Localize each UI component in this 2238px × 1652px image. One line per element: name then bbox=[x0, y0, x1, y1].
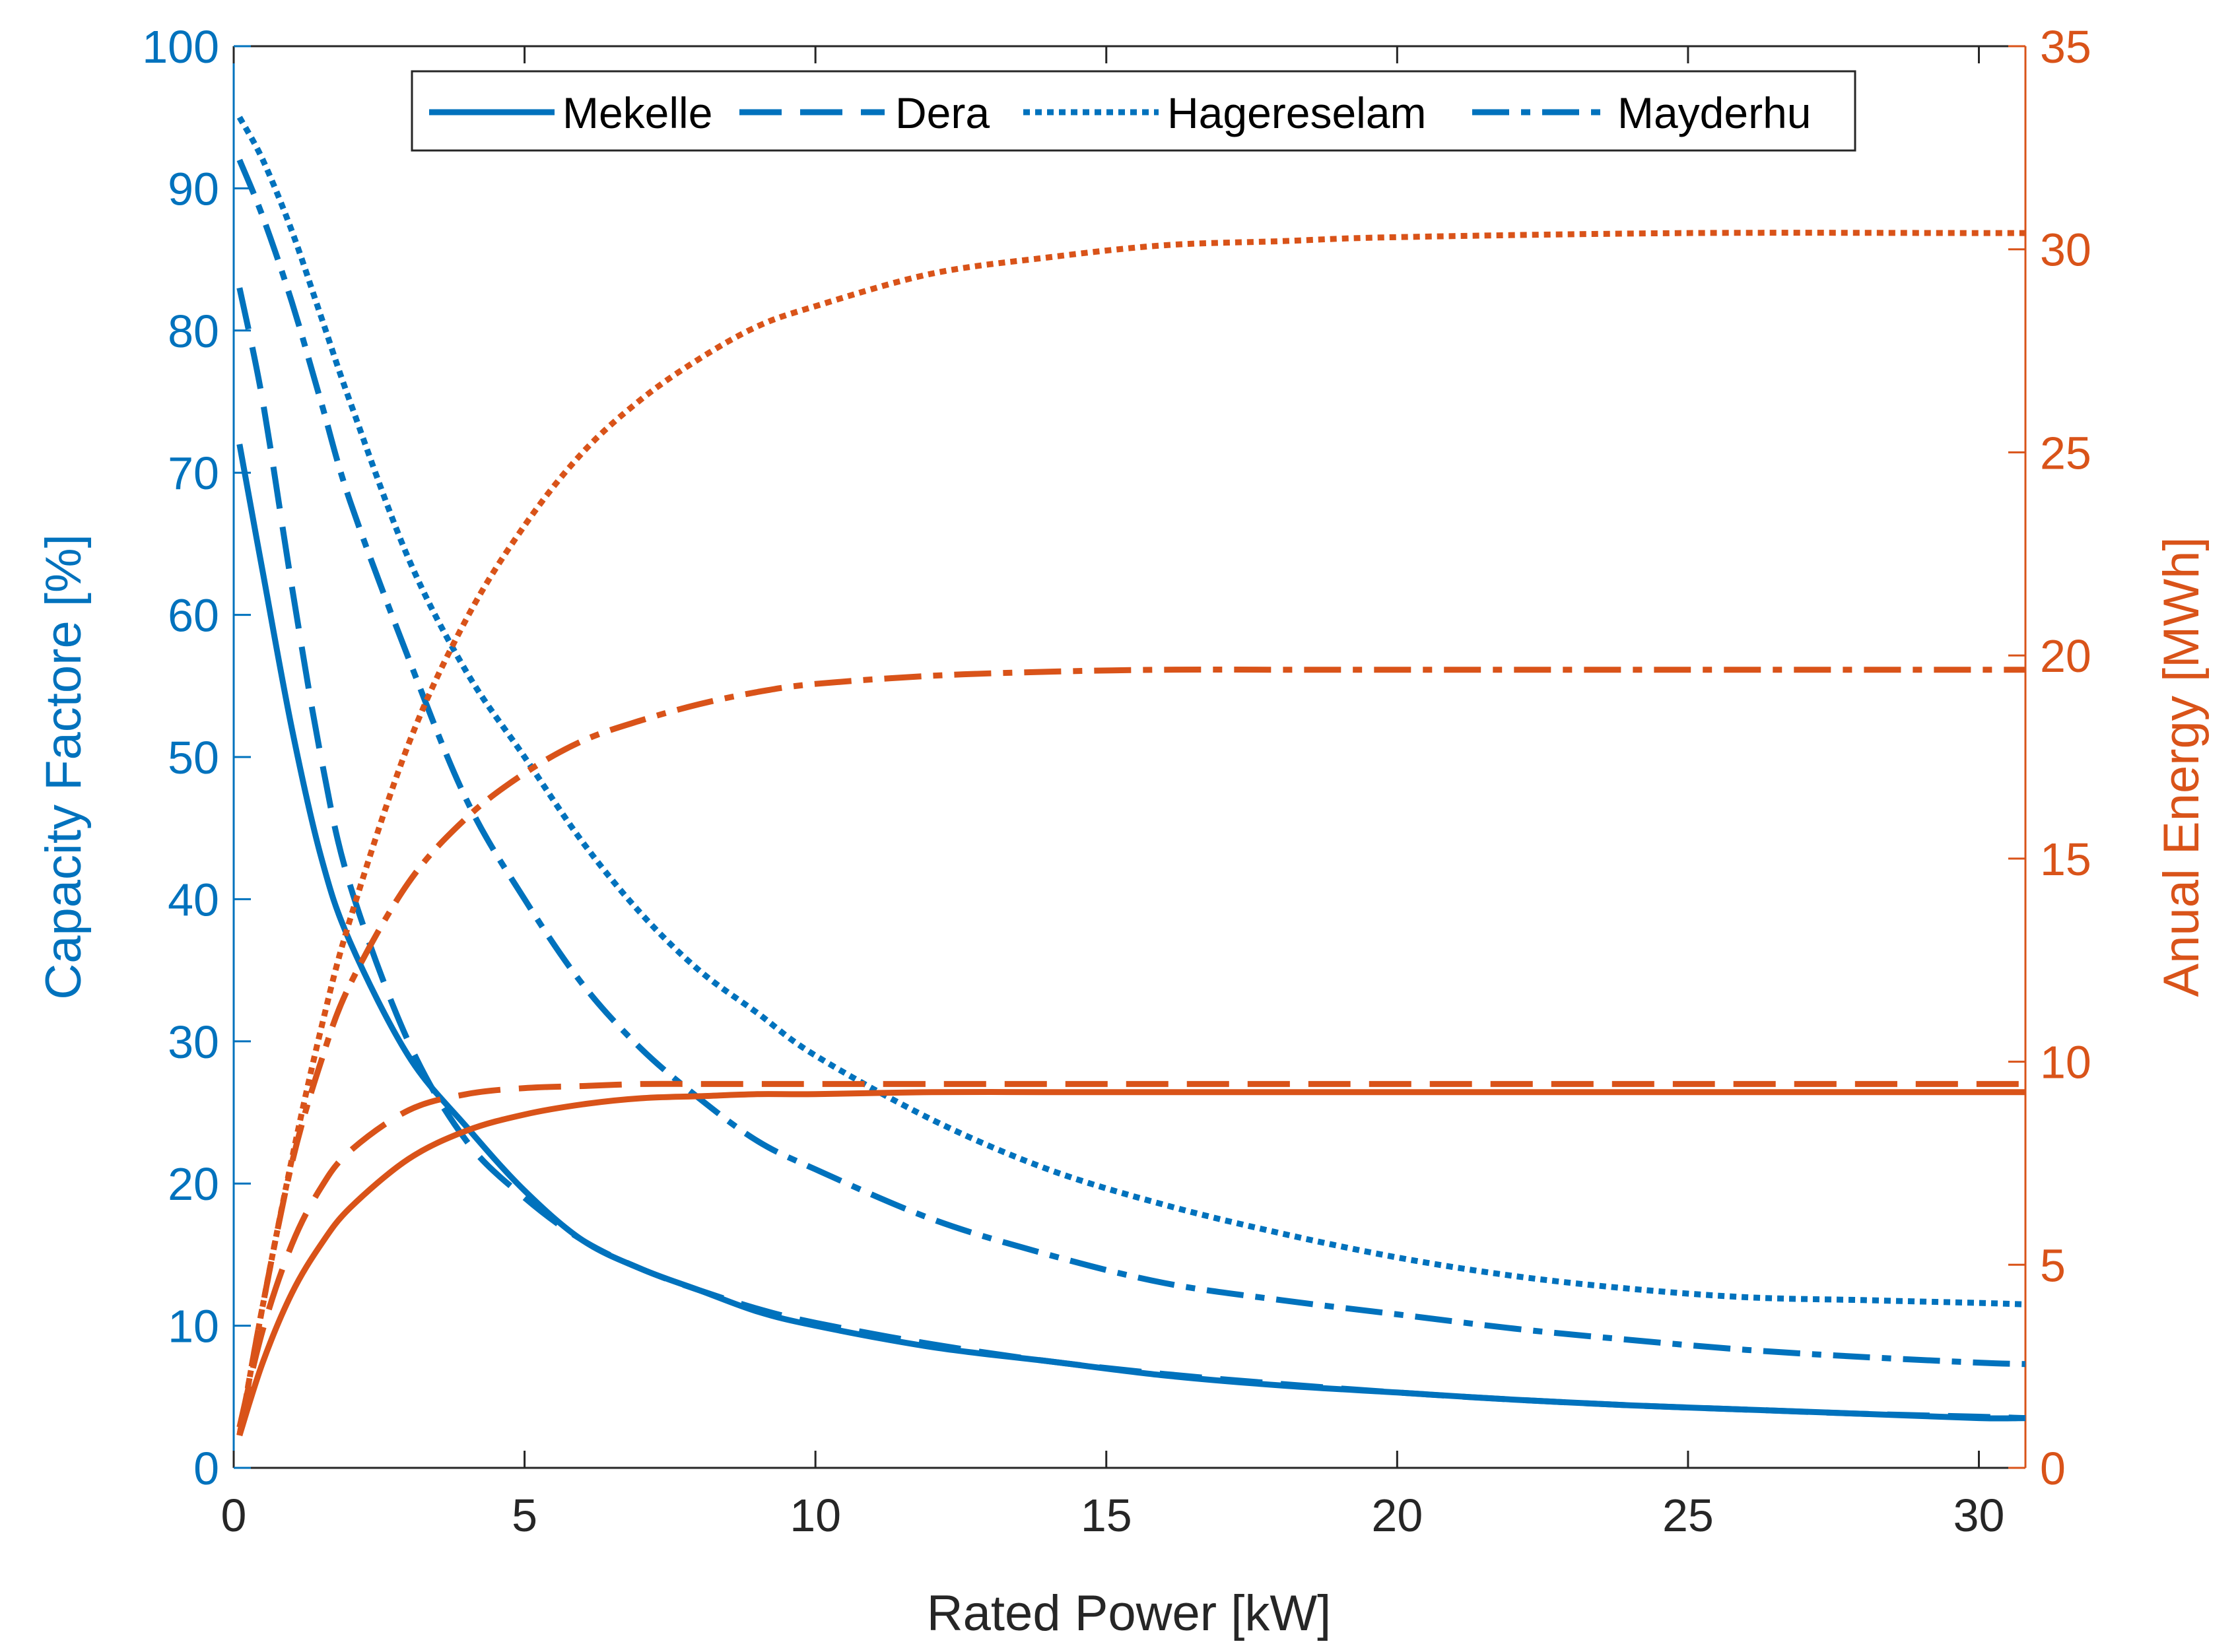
left-y-tick-label: 80 bbox=[168, 306, 219, 357]
x-tick-label: 0 bbox=[221, 1490, 247, 1541]
x-tick-label: 15 bbox=[1081, 1490, 1132, 1541]
legend-label-hagereselam: Hagereselam bbox=[1167, 88, 1427, 137]
series-dera-left bbox=[236, 287, 2026, 1422]
x-axis-label: Rated Power [kW] bbox=[927, 1585, 1331, 1641]
right-y-tick-label: 35 bbox=[2040, 21, 2091, 73]
series-hagereselam-left bbox=[236, 116, 2026, 1307]
right-y-tick-label: 15 bbox=[2040, 834, 2091, 885]
right-y-tick-label: 25 bbox=[2040, 427, 2091, 479]
legend-label-mayderhu: Mayderhu bbox=[1617, 88, 1812, 137]
left-y-tick-label: 90 bbox=[168, 163, 219, 215]
x-tick-label: 5 bbox=[512, 1490, 537, 1541]
left-y-tick-label: 60 bbox=[168, 590, 219, 642]
left-y-tick-label: 0 bbox=[193, 1443, 219, 1494]
tick-marks: 0 5 10 15 20 25 30 0 10 20 30 40 50 60 70 80 90 100 0 5 10 15… bbox=[142, 21, 2091, 1541]
left-y-tick-label: 10 bbox=[168, 1301, 219, 1352]
right-y-tick-label: 5 bbox=[2040, 1239, 2066, 1291]
right-y-axis-label: Anual Energy [MWh] bbox=[2153, 537, 2210, 997]
right-y-tick-label: 0 bbox=[2040, 1443, 2066, 1494]
series-lines bbox=[236, 116, 2026, 1437]
x-tick-label: 10 bbox=[790, 1490, 841, 1541]
left-y-tick-label: 50 bbox=[168, 732, 219, 783]
left-y-tick-label: 30 bbox=[168, 1016, 219, 1068]
legend-label-mekelle: Mekelle bbox=[562, 88, 712, 137]
x-tick-label: 25 bbox=[1662, 1490, 1714, 1541]
series-mekelle-right bbox=[236, 1088, 2025, 1437]
series-dera-right bbox=[236, 1080, 2025, 1428]
left-y-tick-label: 100 bbox=[142, 21, 219, 73]
series-mayderhu-left bbox=[236, 158, 2026, 1368]
series-mekelle-left bbox=[236, 444, 2026, 1422]
x-tick-label: 20 bbox=[1371, 1490, 1423, 1541]
series-mayderhu-right bbox=[236, 666, 2025, 1436]
left-y-axis-label: Capacity Factore [%] bbox=[36, 534, 92, 999]
left-y-tick-label: 20 bbox=[168, 1158, 219, 1210]
series-hagereselam-right bbox=[236, 230, 2025, 1436]
left-y-tick-label: 40 bbox=[168, 874, 219, 925]
right-y-tick-label: 10 bbox=[2040, 1037, 2091, 1088]
x-tick-label: 30 bbox=[1953, 1490, 2005, 1541]
legend-label-dera: Dera bbox=[895, 88, 990, 137]
legend: Mekelle Dera Hagereselam Mayderhu bbox=[411, 70, 1856, 152]
left-y-tick-label: 70 bbox=[168, 447, 219, 499]
right-y-tick-label: 20 bbox=[2040, 630, 2091, 682]
right-y-tick-label: 30 bbox=[2040, 224, 2091, 276]
axes-frame bbox=[232, 45, 2027, 1469]
